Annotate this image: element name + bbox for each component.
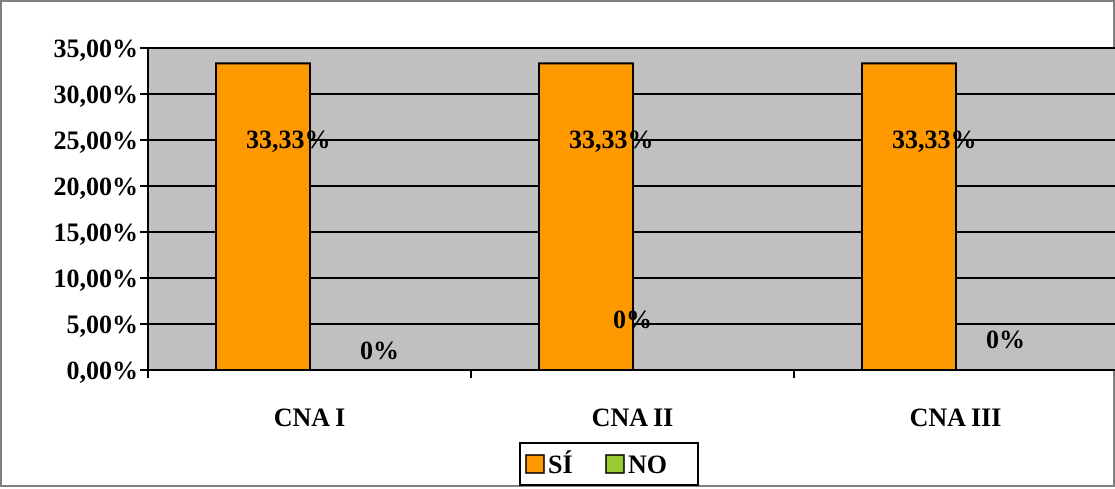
data-label-no: 0% [986,325,1025,354]
bar-si [538,62,634,371]
data-label-no: 0% [360,336,399,365]
y-tick-label: 25,00% [54,126,139,155]
category-label: CNA I [274,403,346,432]
y-tick-label: 35,00% [54,34,139,63]
category-label: CNA III [910,403,1002,432]
data-label-no: 0% [613,305,652,334]
legend-swatch-no [605,454,625,474]
data-label-si: 33,33% [569,125,654,154]
category-label: CNA II [592,403,674,432]
legend-label-no: NO [628,450,667,479]
legend-box [519,442,699,486]
y-tick-label: 10,00% [54,264,139,293]
y-tick-label: 30,00% [54,80,139,109]
y-tick-label: 5,00% [67,310,139,339]
bar-si [861,62,957,371]
data-label-si: 33,33% [246,125,331,154]
y-tick-label: 15,00% [54,218,139,247]
data-label-si: 33,33% [892,125,977,154]
y-tick-label: 20,00% [54,172,139,201]
y-tick-label: 0,00% [67,356,139,385]
legend-swatch-si [525,454,545,474]
legend-label-si: SÍ [548,450,573,479]
bar-si [215,62,311,371]
